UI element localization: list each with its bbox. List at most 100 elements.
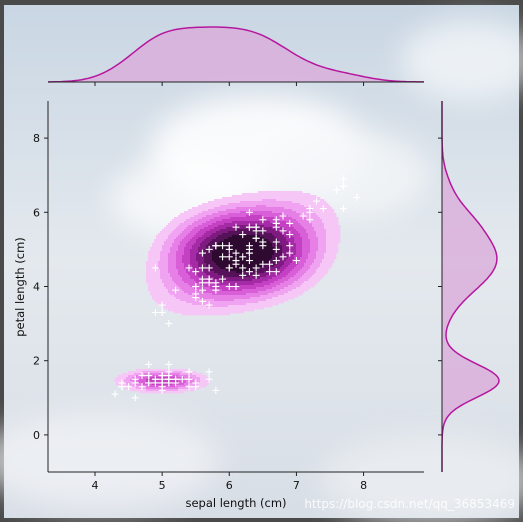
kde-cell [120, 375, 123, 378]
kde-cell [292, 293, 295, 296]
kde-cell [232, 257, 235, 260]
kde-cell [206, 215, 209, 218]
kde-cell [170, 231, 173, 234]
kde-cell [234, 227, 237, 230]
kde-cell [278, 289, 281, 292]
kde-cell [212, 311, 215, 314]
kde-cell [172, 261, 175, 264]
kde-cell [298, 211, 301, 214]
kde-cell [302, 241, 305, 244]
kde-cell [178, 293, 181, 296]
kde-cell [232, 297, 235, 300]
kde-cell [288, 247, 291, 250]
kde-cell [166, 237, 169, 240]
kde-cell [318, 201, 321, 204]
kde-cell [260, 195, 263, 198]
kde-cell [196, 225, 199, 228]
kde-cell [210, 227, 213, 230]
kde-cell [186, 253, 189, 256]
kde-cell [306, 199, 309, 202]
kde-cell [190, 241, 193, 244]
kde-cell [220, 215, 223, 218]
kde-cell [260, 213, 263, 216]
kde-cell [272, 263, 275, 266]
kde-cell [242, 201, 245, 204]
kde-cell [286, 267, 289, 270]
kde-cell [198, 223, 201, 226]
kde-cell [202, 239, 205, 242]
kde-cell [186, 257, 189, 260]
kde-cell [176, 277, 179, 280]
kde-cell [124, 379, 127, 382]
kde-cell [296, 289, 299, 292]
kde-cell [226, 223, 229, 226]
kde-cell [212, 251, 215, 254]
kde-cell [294, 195, 297, 198]
kde-cell [202, 279, 205, 282]
kde-cell [234, 225, 237, 228]
kde-cell [172, 243, 175, 246]
kde-cell [212, 211, 215, 214]
kde-cell [222, 275, 225, 278]
kde-cell [286, 255, 289, 258]
kde-cell [282, 245, 285, 248]
kde-cell [132, 379, 135, 382]
kde-cell [316, 237, 319, 240]
kde-cell [122, 383, 125, 386]
kde-cell [242, 291, 245, 294]
kde-cell [228, 233, 231, 236]
kde-cell [206, 223, 209, 226]
kde-cell [160, 299, 163, 302]
kde-cell [258, 259, 261, 262]
kde-cell [270, 241, 273, 244]
kde-cell [240, 227, 243, 230]
kde-cell [276, 257, 279, 260]
kde-cell [232, 201, 235, 204]
kde-cell [222, 243, 225, 246]
kde-cell [158, 277, 161, 280]
kde-cell [146, 377, 149, 380]
kde-cell [206, 285, 209, 288]
kde-cell [226, 309, 229, 312]
kde-cell [284, 191, 287, 194]
kde-cell [280, 275, 283, 278]
kde-cell [306, 235, 309, 238]
kde-cell [260, 211, 263, 214]
kde-cell [280, 239, 283, 242]
kde-cell [180, 249, 183, 252]
kde-cell [302, 225, 305, 228]
kde-cell [240, 285, 243, 288]
kde-cell [176, 243, 179, 246]
kde-cell [268, 241, 271, 244]
kde-cell [184, 389, 187, 392]
kde-cell [194, 229, 197, 232]
kde-cell [206, 243, 209, 246]
kde-cell [176, 263, 179, 266]
kde-cell [266, 253, 269, 256]
kde-cell [216, 239, 219, 242]
kde-cell [298, 235, 301, 238]
kde-cell [150, 269, 153, 272]
kde-cell [220, 295, 223, 298]
kde-cell [192, 283, 195, 286]
kde-cell [282, 199, 285, 202]
kde-cell [270, 203, 273, 206]
kde-cell [190, 289, 193, 292]
kde-cell [148, 391, 151, 394]
kde-cell [296, 203, 299, 206]
kde-cell [280, 255, 283, 258]
kde-cell [224, 271, 227, 274]
kde-cell [228, 305, 231, 308]
kde-cell [286, 283, 289, 286]
kde-cell [292, 193, 295, 196]
kde-cell [230, 283, 233, 286]
kde-cell [316, 199, 319, 202]
kde-cell [230, 301, 233, 304]
kde-cell [190, 383, 193, 386]
kde-cell [246, 265, 249, 268]
kde-cell [302, 251, 305, 254]
kde-cell [244, 213, 247, 216]
kde-cell [204, 223, 207, 226]
kde-cell [158, 261, 161, 264]
kde-cell [278, 197, 281, 200]
